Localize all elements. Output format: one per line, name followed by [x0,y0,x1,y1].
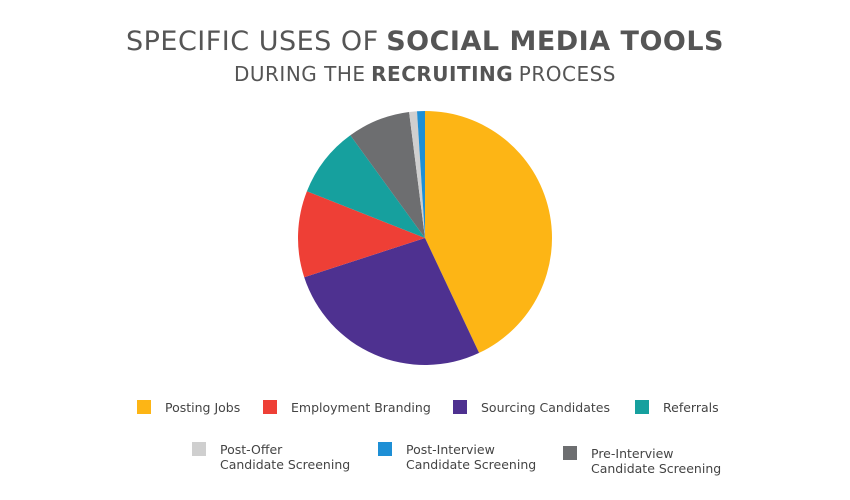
legend-item: Sourcing Candidates [453,400,610,415]
title-part: SOCIAL MEDIA TOOLS [386,26,725,57]
legend-item: Pre-Interview Candidate Screening [563,446,721,476]
legend-label: Employment Branding [291,400,431,415]
legend-item: Referrals [635,400,719,415]
pie-slice [417,111,425,238]
legend-label: Sourcing Candidates [481,400,610,415]
pie-slice [306,135,425,238]
legend-swatch [192,442,206,456]
title-part: SPECIFIC USES OF [125,26,379,57]
legend-label: Referrals [663,400,719,415]
legend-item: Posting Jobs [137,400,240,415]
subtitle-part: RECRUITING [371,62,514,86]
legend-swatch [378,442,392,456]
legend-swatch [563,446,577,460]
legend-swatch [263,400,277,414]
pie-slice [298,191,425,278]
pie-slice [425,111,552,353]
legend-swatch [137,400,151,414]
subtitle-part: PROCESS [518,62,616,86]
legend-label: Pre-Interview Candidate Screening [591,446,722,476]
legend-label: Posting Jobs [165,400,241,415]
legend-label: Post-Offer Candidate Screening [220,442,351,472]
chart-title: SPECIFIC USES OF SOCIAL MEDIA TOOLS [0,26,850,57]
pie-slice [409,111,425,238]
pie-slice [350,112,425,238]
legend-swatch [453,400,467,414]
legend-item: Employment Branding [263,400,431,415]
pie-slice [304,238,480,365]
subtitle-part: DURING THE [234,62,366,86]
legend-swatch [635,400,649,414]
chart-subtitle: DURING THE RECRUITING PROCESS [0,62,850,86]
legend-item: Post-Interview Candidate Screening [378,442,536,472]
legend-item: Post-Offer Candidate Screening [192,442,350,472]
legend-label: Post-Interview Candidate Screening [406,442,537,472]
